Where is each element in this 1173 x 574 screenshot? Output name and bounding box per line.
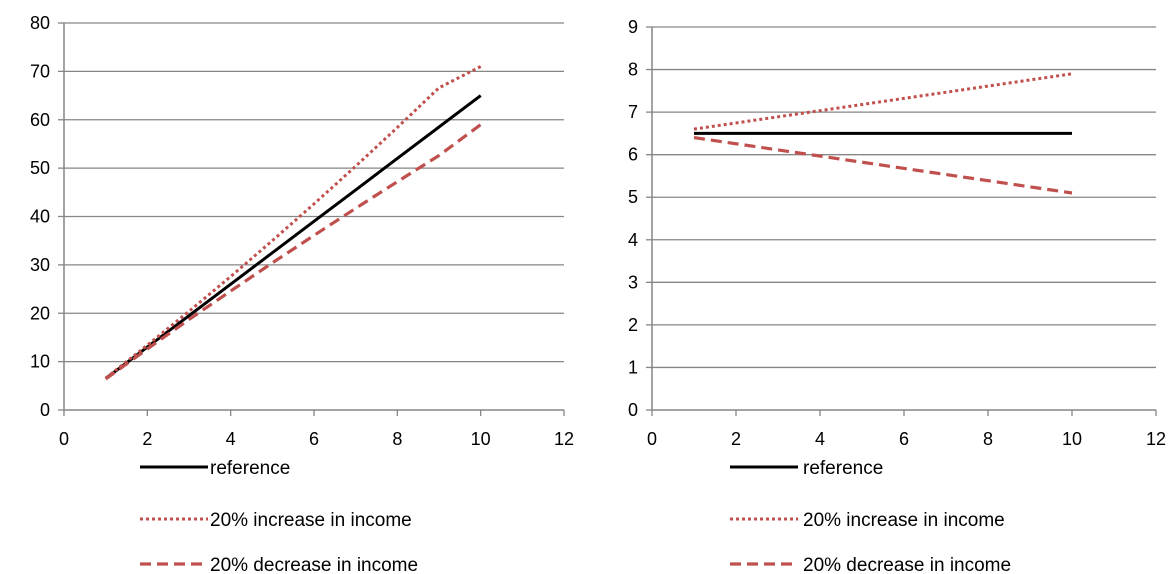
y-tick-label: 1 [628, 357, 638, 377]
y-tick-label: 2 [628, 315, 638, 335]
series-line-dashed [693, 136, 1073, 195]
x-tick-label: 10 [1062, 429, 1082, 449]
y-tick-label: 4 [628, 230, 638, 250]
x-tick-label: 12 [554, 429, 574, 449]
series-line-dotted [104, 65, 482, 380]
legend-label: reference [803, 458, 883, 479]
series-group [693, 72, 1073, 195]
x-tick-label: 8 [983, 429, 993, 449]
legend-label: 20% increase in income [803, 510, 1005, 531]
legend-label: 20% increase in income [210, 510, 412, 531]
x-tick-label: 10 [471, 429, 491, 449]
chart-1: 0 10 20 30 40 50 60 70 80 0 2 4 6 8 10 12 reference 20% i… [30, 13, 574, 574]
y-tick-label: 0 [628, 400, 638, 420]
y-axis-ticks: 0 1 2 3 4 5 6 7 8 9 [628, 17, 652, 420]
series-line-dotted [693, 72, 1073, 131]
y-tick-label: 0 [40, 400, 50, 420]
y-tick-label: 6 [628, 145, 638, 165]
x-tick-label: 12 [1146, 429, 1166, 449]
x-tick-label: 0 [647, 429, 657, 449]
x-tick-label: 2 [731, 429, 741, 449]
x-tick-label: 0 [59, 429, 69, 449]
y-tick-label: 10 [30, 352, 50, 372]
gridlines [64, 22, 564, 363]
legend-label: reference [210, 458, 290, 479]
y-tick-label: 70 [30, 61, 50, 81]
x-tick-label: 2 [142, 429, 152, 449]
y-axis-ticks: 0 10 20 30 40 50 60 70 80 [30, 13, 64, 420]
series-line-solid [104, 94, 482, 380]
y-tick-label: 60 [30, 110, 50, 130]
x-tick-label: 6 [309, 429, 319, 449]
y-tick-label: 7 [628, 102, 638, 122]
legend-label: 20% decrease in income [803, 555, 1011, 574]
legend: reference 20% increase in income 20% decre… [140, 458, 418, 574]
y-tick-label: 30 [30, 255, 50, 275]
y-tick-label: 20 [30, 303, 50, 323]
y-tick-label: 3 [628, 272, 638, 292]
y-tick-label: 50 [30, 158, 50, 178]
legend-label: 20% decrease in income [210, 555, 418, 574]
x-tick-label: 8 [392, 429, 402, 449]
x-axis-ticks: 0 2 4 6 8 10 12 [647, 410, 1166, 449]
y-tick-label: 9 [628, 17, 638, 37]
y-tick-label: 5 [628, 187, 638, 207]
y-tick-label: 8 [628, 60, 638, 80]
x-tick-label: 4 [815, 429, 825, 449]
series-group [104, 65, 482, 381]
legend: reference 20% increase in income 20% decre… [730, 458, 1011, 574]
x-tick-label: 6 [899, 429, 909, 449]
series-line-dashed [104, 123, 482, 381]
x-axis-ticks: 0 2 4 6 8 10 12 [59, 410, 574, 449]
y-tick-label: 40 [30, 207, 50, 227]
gridlines [652, 26, 1156, 369]
y-tick-label: 80 [30, 13, 50, 33]
x-tick-label: 4 [226, 429, 236, 449]
